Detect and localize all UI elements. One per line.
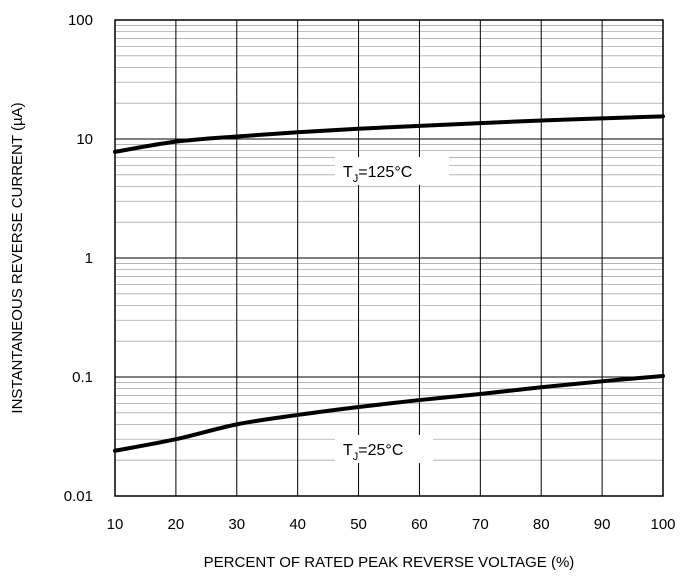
x-tick-label: 10	[107, 516, 124, 533]
x-tick-label: 50	[350, 516, 367, 533]
y-tick-label: 1	[85, 250, 93, 267]
y-tick-label: 0.1	[72, 369, 93, 386]
x-axis-title: PERCENT OF RATED PEAK REVERSE VOLTAGE (%…	[204, 554, 575, 571]
y-axis-title: INSTANTANEOUS REVERSE CURRENT (µA)	[9, 102, 26, 413]
x-tick-label: 100	[650, 516, 675, 533]
curve-label: TJ=25°C	[343, 442, 403, 463]
x-tick-label: 70	[472, 516, 489, 533]
x-tick-label: 30	[228, 516, 245, 533]
series-line-1	[113, 373, 665, 453]
x-tick-label: 60	[411, 516, 428, 533]
curve-label-box	[335, 157, 449, 185]
x-tick-label: 90	[594, 516, 611, 533]
x-tick-label: 40	[289, 516, 306, 533]
x-tick-label: 80	[533, 516, 550, 533]
series-line-0	[113, 114, 665, 154]
y-tick-label: 0.01	[64, 488, 93, 505]
y-tick-label: 10	[76, 131, 93, 148]
x-tick-labels: 10 20 30 40 50 60 70 80 90 100	[107, 516, 676, 533]
plot-frame	[114, 19, 664, 497]
curve-label: TJ=125°C	[343, 164, 412, 185]
series-lines	[113, 114, 665, 453]
grid	[114, 19, 664, 497]
x-tick-label: 20	[168, 516, 185, 533]
curve-labels: TJ=125°C TJ=25°C	[335, 157, 449, 463]
curve-label-box	[335, 435, 433, 463]
y-tick-label: 100	[68, 12, 93, 29]
y-tick-labels: 0.01 0.1 1 10 100	[64, 12, 93, 505]
